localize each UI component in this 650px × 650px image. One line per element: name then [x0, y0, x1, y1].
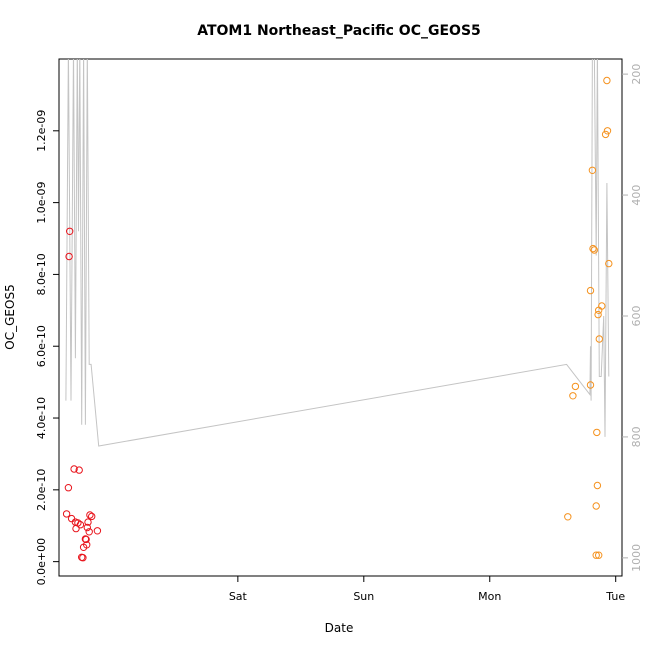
data-point-s1-0 — [564, 513, 572, 521]
y-axis: 0.0e+00 2.0e-10 4.0e-10 6.0e-10 8.0e-10 1.0e-… — [35, 110, 59, 585]
data-point-s0-5 — [70, 465, 78, 473]
data-point-s1-9 — [593, 428, 601, 437]
data-point-s1-13 — [594, 310, 602, 319]
data-point-s1-16 — [598, 302, 606, 310]
data-point-s0-0 — [62, 510, 71, 518]
point-layer — [62, 76, 613, 562]
y-tick-label-4: 8.0e-10 — [35, 253, 48, 295]
data-point-s0-1 — [64, 484, 73, 492]
data-point-s1-18 — [603, 76, 611, 85]
y-tick-label-5: 1.0e-09 — [35, 181, 48, 223]
y-axis-label: OC_GEOS5 — [3, 284, 17, 349]
x-axis: Sat Sun Mon Tue — [229, 576, 625, 603]
x-tick-label-0: Sat — [229, 590, 248, 603]
y-tick-label-0: 0.0e+00 — [35, 538, 48, 585]
data-point-s1-1 — [569, 392, 577, 400]
data-point-s0-20 — [86, 511, 94, 519]
y2-tick-label-3: 800 — [630, 426, 643, 447]
x-tick-label-2: Mon — [478, 590, 501, 603]
data-point-s0-17 — [83, 523, 92, 532]
data-point-s1-19 — [603, 127, 612, 135]
x-tick-label-1: Sun — [353, 590, 374, 603]
data-point-s0-18 — [84, 518, 92, 526]
y2-tick-label-0: 200 — [630, 64, 643, 85]
data-point-s0-2 — [66, 227, 74, 236]
data-point-s0-3 — [65, 252, 73, 261]
data-point-s1-6 — [589, 244, 597, 253]
data-point-s0-19 — [85, 528, 93, 536]
y2-tick-label-1: 400 — [630, 185, 643, 206]
data-point-s1-3 — [586, 381, 595, 389]
data-point-s1-12 — [595, 551, 603, 559]
plot-box — [58, 58, 623, 577]
data-point-s0-4 — [67, 514, 76, 523]
line-layer — [65, 59, 610, 447]
data-point-s1-15 — [595, 335, 603, 343]
data-point-s0-9 — [75, 466, 83, 474]
data-point-s1-17 — [601, 130, 610, 139]
y2-axis: 200 400 600 800 1000 — [622, 64, 643, 572]
data-point-s0-12 — [79, 554, 87, 562]
data-point-s1-5 — [588, 166, 597, 175]
data-point-s1-4 — [586, 286, 595, 295]
data-point-s0-21 — [88, 512, 96, 521]
data-point-s1-11 — [592, 551, 600, 559]
data-point-s0-22 — [93, 527, 102, 535]
y-tick-label-2: 4.0e-10 — [35, 397, 48, 439]
data-point-s1-20 — [605, 259, 613, 268]
data-point-s0-10 — [76, 521, 85, 529]
y-tick-label-1: 2.0e-10 — [35, 469, 48, 511]
y-tick-label-6: 1.2e-09 — [35, 110, 48, 152]
data-point-s0-16 — [83, 541, 91, 549]
data-point-s1-8 — [592, 502, 600, 510]
data-point-s0-15 — [82, 535, 90, 544]
data-point-s1-7 — [590, 246, 598, 254]
y2-tick-label-4: 1000 — [630, 544, 643, 572]
y-tick-label-3: 6.0e-10 — [35, 325, 48, 367]
data-point-s1-10 — [593, 481, 602, 490]
x-tick-label-3: Tue — [605, 590, 625, 603]
data-point-s1-2 — [571, 382, 580, 391]
x-axis-label: Date — [325, 621, 354, 635]
y2-tick-label-2: 600 — [630, 306, 643, 327]
chart-title: ATOM1 Northeast_Pacific OC_GEOS5 — [197, 23, 481, 39]
pressure-line — [65, 59, 610, 447]
